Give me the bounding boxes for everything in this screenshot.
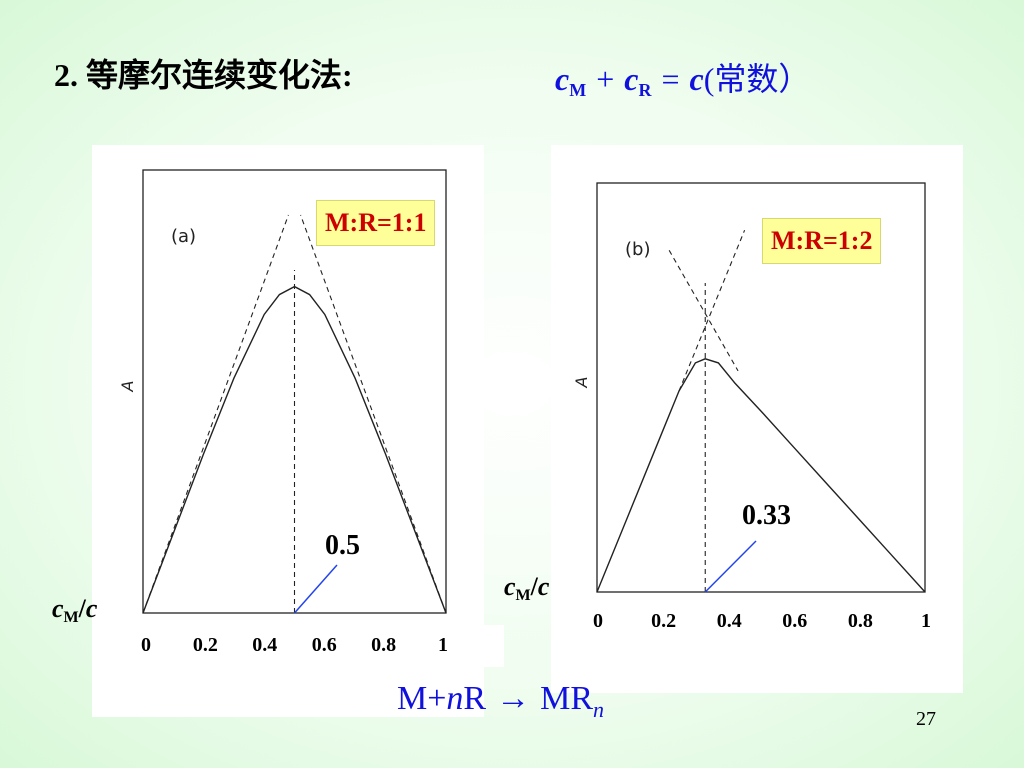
- xlabel-b-slash: /: [530, 572, 538, 601]
- formula-sub-m: M: [569, 80, 587, 100]
- x-tick-label-b: 0.6: [782, 610, 808, 632]
- xlabel-a: cM/c: [52, 594, 97, 627]
- formula-c1: c: [555, 61, 570, 97]
- bf-sub-n: n: [593, 697, 605, 722]
- x-tick-label-a: 0.6: [311, 634, 337, 656]
- formula-constant: (常数）: [703, 61, 811, 97]
- panel-label-a: (a): [171, 226, 196, 247]
- chart-panel-a-tick-strip: [92, 625, 504, 667]
- x-tick-label-a: 0.4: [252, 634, 278, 656]
- formula-c2: c: [624, 61, 639, 97]
- max-label-b: 0.33: [742, 500, 791, 531]
- xlabel-b-sub: M: [515, 587, 531, 604]
- xlabel-b-c2: c: [537, 572, 550, 601]
- plot-frame-b: [596, 182, 926, 593]
- formula-c3: c: [689, 61, 704, 97]
- formula-equals: =: [661, 61, 680, 97]
- ylabel-a: A: [118, 381, 137, 393]
- formula-plus: +: [596, 61, 615, 97]
- x-tick-label-a: 0.8: [371, 634, 397, 656]
- equimolar-formula: cM + cR = c(常数）: [555, 54, 810, 101]
- xlabel-b-c: c: [504, 572, 516, 601]
- formula-sub-r: R: [638, 80, 652, 100]
- ylabel-b: A: [572, 377, 591, 389]
- x-tick-label-a: 0: [141, 634, 151, 656]
- absorbance-curve-b: [596, 358, 926, 593]
- slide-title: 2. 等摩尔连续变化法:: [54, 57, 353, 93]
- ratio-label-a: M:R=1:1: [316, 200, 436, 246]
- ratio-label-b: M:R=1:2: [762, 218, 882, 264]
- pointer-line-a: [293, 564, 338, 614]
- x-tick-label-b: 0.8: [847, 610, 873, 632]
- tangent-line-a-1: [142, 214, 289, 614]
- bf-r: R: [463, 680, 487, 717]
- xlabel-a-sub: M: [63, 609, 79, 626]
- bf-mr: MR: [540, 680, 594, 717]
- max-label-a: 0.5: [325, 530, 360, 561]
- bf-arrow: →: [496, 680, 531, 717]
- x-tick-label-b: 0.4: [716, 610, 742, 632]
- bf-n: n: [446, 680, 464, 717]
- x-tick-label-a: 0.2: [192, 634, 218, 656]
- xlabel-a-c2: c: [85, 594, 98, 623]
- x-tick-label-a: 1: [438, 634, 448, 656]
- xlabel-a-c: c: [52, 594, 64, 623]
- bf-plus: +: [427, 680, 447, 717]
- bf-m: M: [397, 680, 428, 717]
- pointer-line-b: [704, 540, 757, 593]
- xlabel-a-slash: /: [78, 594, 86, 623]
- page-number: 27: [916, 708, 936, 730]
- complex-formula: M+nR → MRn: [397, 680, 604, 723]
- tangent-line-b-1: [678, 229, 746, 392]
- x-tick-label-b: 0: [593, 610, 603, 632]
- x-tick-label-b: 1: [921, 610, 931, 632]
- x-tick-label-b: 0.2: [651, 610, 677, 632]
- chart-panel-b: [551, 145, 963, 693]
- panel-label-b: (b): [625, 239, 650, 260]
- tangent-line-a-2: [300, 214, 447, 614]
- tangent-line-b-2: [668, 250, 739, 372]
- xlabel-b: cM/c: [504, 572, 549, 605]
